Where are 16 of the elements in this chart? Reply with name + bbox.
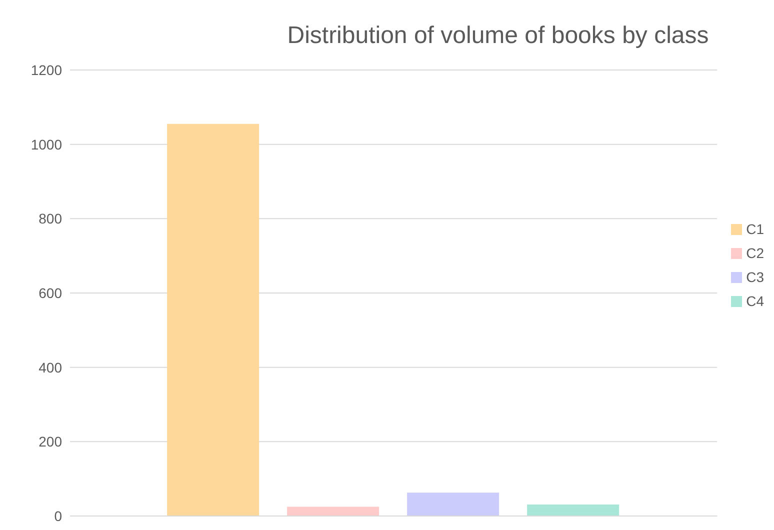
bar bbox=[407, 492, 500, 516]
bar bbox=[527, 504, 620, 516]
y-tick-label: 800 bbox=[38, 210, 62, 227]
legend-label: C2 bbox=[746, 245, 764, 261]
y-tick-label: 400 bbox=[38, 359, 62, 376]
legend-label: C1 bbox=[746, 221, 764, 237]
y-tick-label: 600 bbox=[38, 284, 62, 301]
bar bbox=[167, 124, 260, 516]
y-tick-label: 200 bbox=[38, 434, 62, 450]
chart-title: Distribution of volume of books by class bbox=[286, 22, 710, 50]
legend-label: C3 bbox=[746, 269, 764, 285]
y-tick-label: 1200 bbox=[30, 62, 62, 78]
bar bbox=[287, 506, 380, 516]
legend-label: C4 bbox=[746, 293, 764, 309]
y-tick-label: 0 bbox=[54, 508, 62, 524]
y-tick-label: 1000 bbox=[30, 136, 62, 152]
